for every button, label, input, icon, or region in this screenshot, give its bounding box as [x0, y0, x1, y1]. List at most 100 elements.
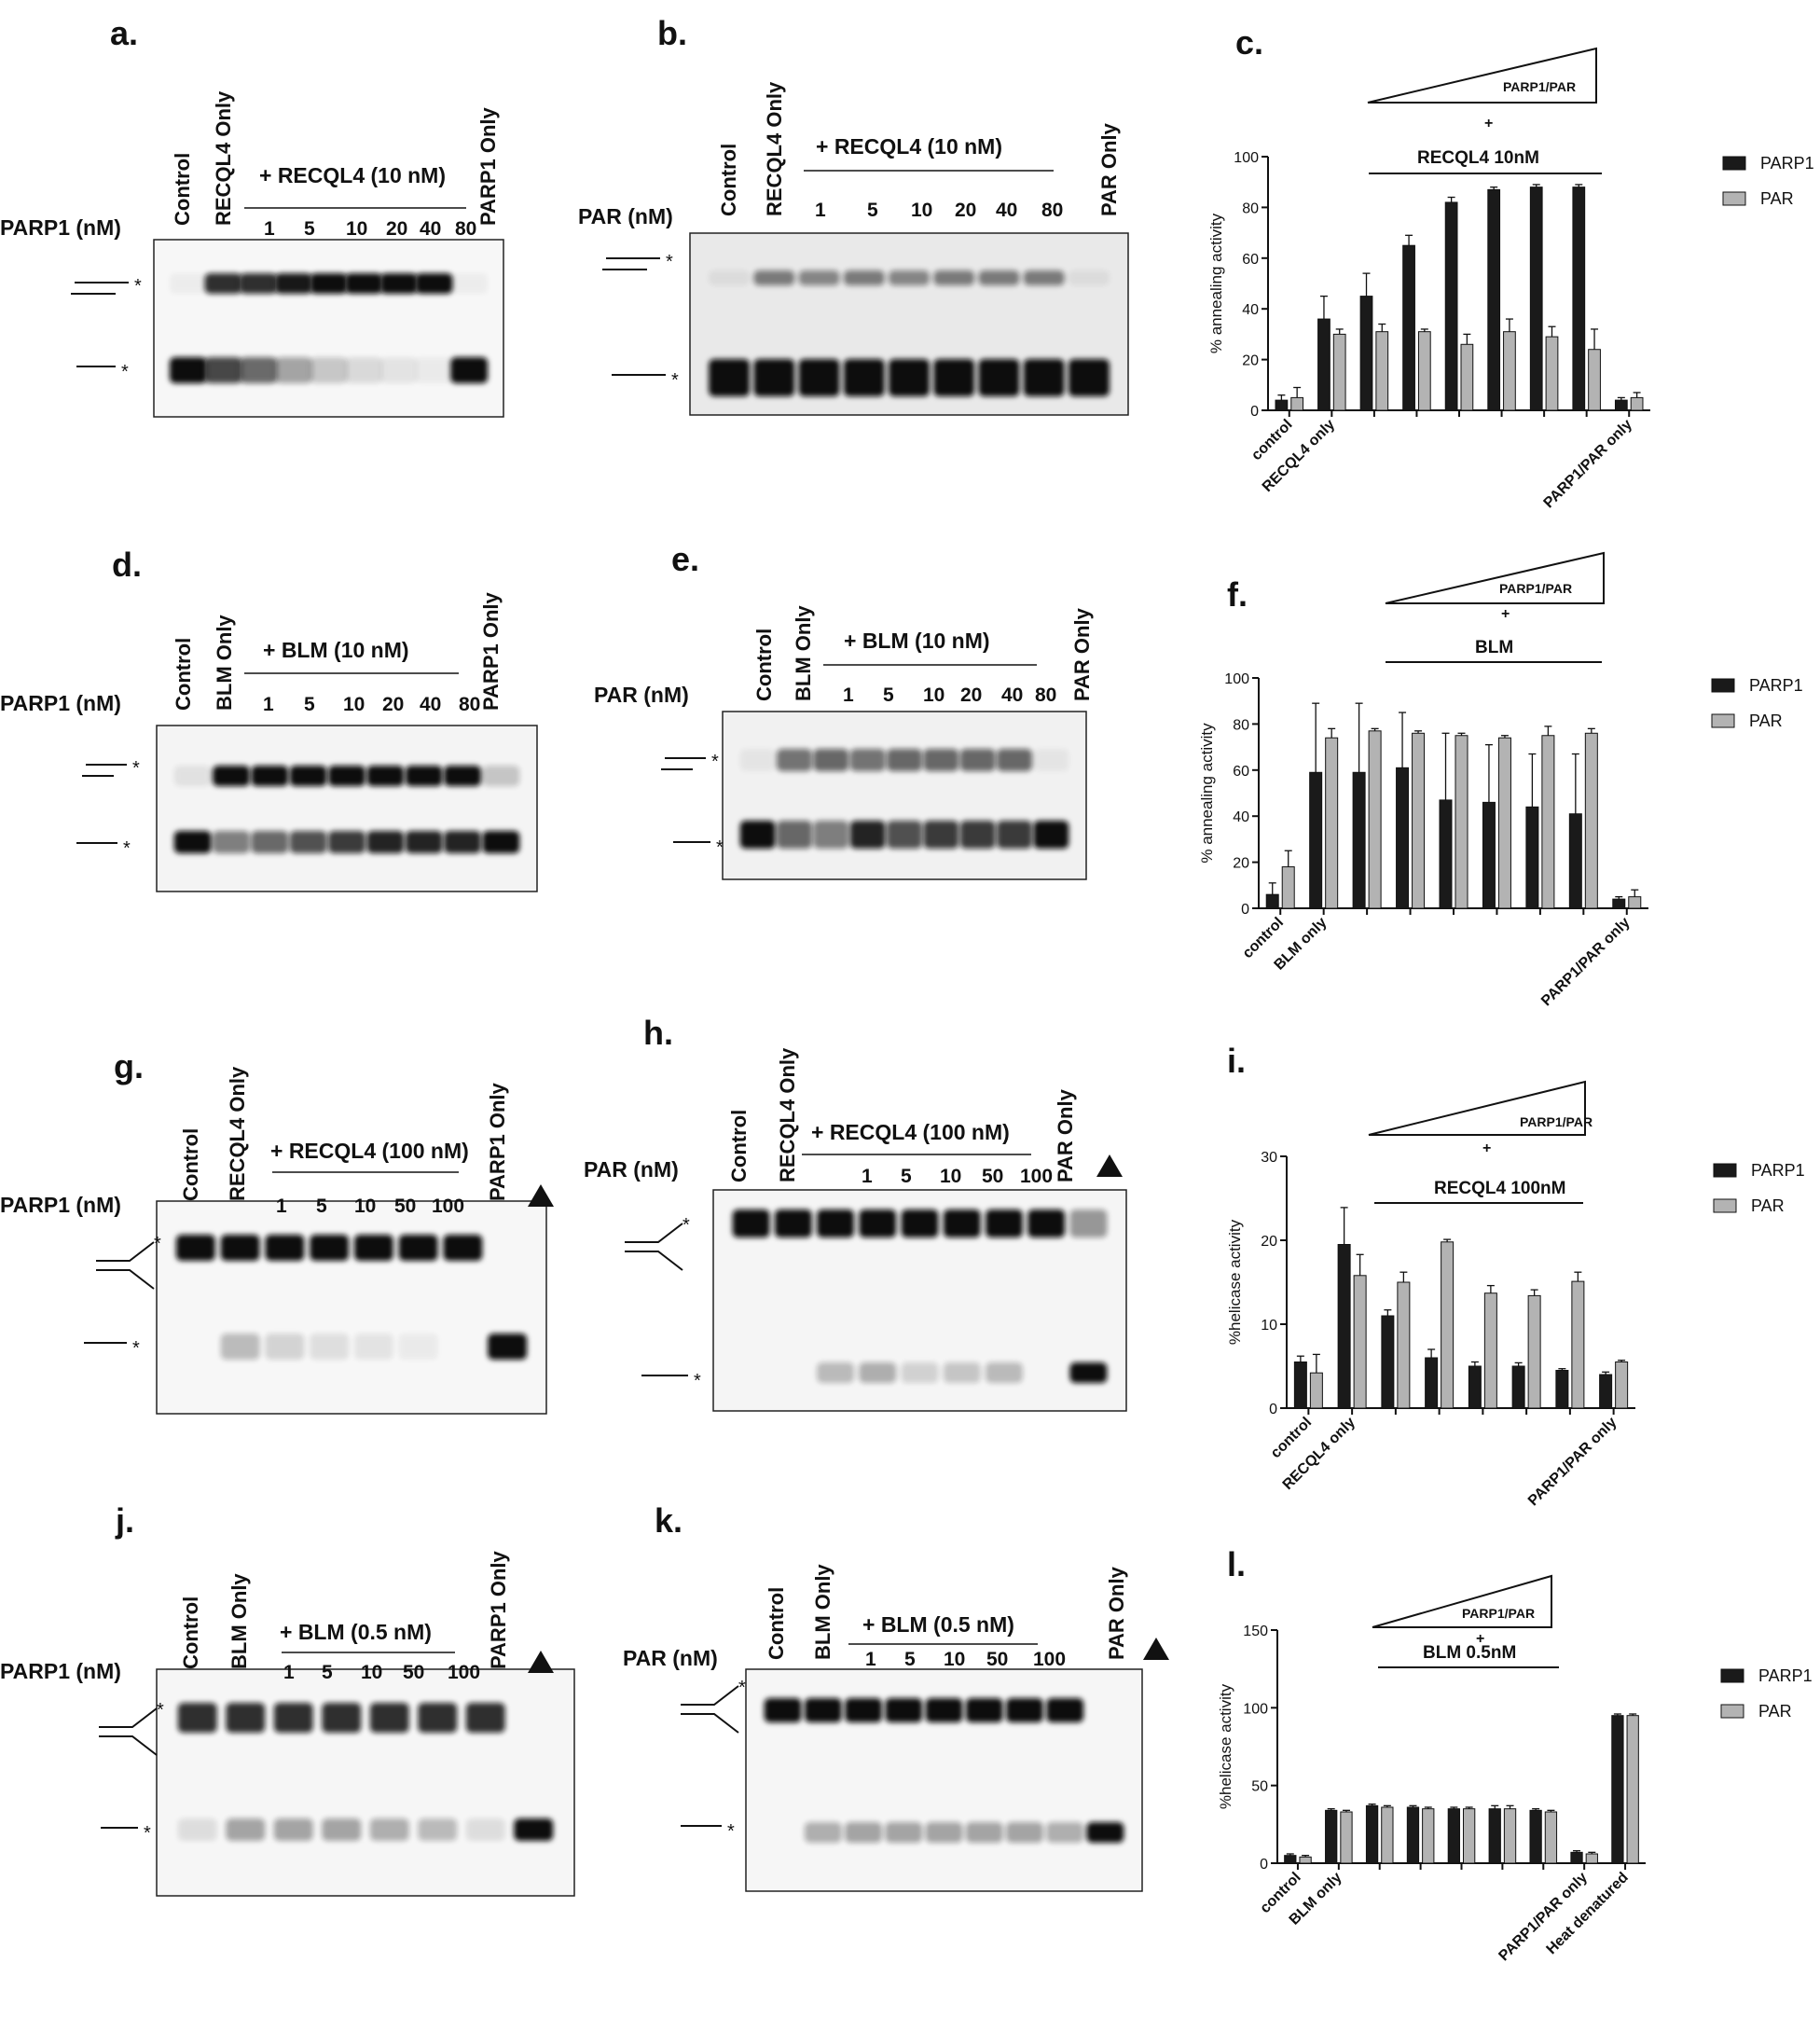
y-tick-label: 30: [1261, 1150, 1277, 1166]
bar-parp1: [1611, 1715, 1624, 1864]
bar-par: [1441, 1241, 1455, 1409]
bar-parp1: [1614, 399, 1628, 411]
concentration-row-label: PAR (nM): [594, 683, 689, 707]
lane-label-partner-only: PAR Only: [1097, 122, 1121, 216]
bar-parp1: [1599, 1374, 1613, 1409]
gel-band-bottom: [289, 831, 327, 853]
concentration-label: 5: [316, 1196, 327, 1217]
bar-parp1: [1482, 801, 1496, 909]
gel-band-top: [173, 766, 212, 786]
concentration-label: 1: [276, 1196, 287, 1217]
group-header: + RECQL4 (100 nM): [270, 1139, 469, 1163]
bracket-label: RECQL4 10nM: [1417, 148, 1539, 168]
gel-band-bottom: [273, 1818, 313, 1841]
panel-label-h: h.: [643, 1014, 673, 1052]
wedge-label: PARP1/PAR: [1462, 1606, 1535, 1621]
bar-parp1: [1317, 318, 1331, 411]
group-header: + BLM (0.5 nM): [280, 1620, 432, 1644]
concentration-label: 5: [883, 684, 894, 706]
concentration-label: 50: [394, 1196, 416, 1217]
legend-swatch: [1722, 191, 1746, 206]
gel-band-top: [450, 273, 489, 294]
gel-panel-d: d. Control BLM Only PARP1 Only + BLM (10 nM)…: [0, 546, 538, 892]
gel-band-top: [849, 749, 886, 771]
concentration-label: 100: [1033, 1649, 1066, 1670]
y-axis-label: % annealing activity: [1207, 213, 1225, 353]
bar-par: [1483, 1292, 1497, 1409]
x-tick-label: PARP1/PAR only: [1541, 417, 1636, 512]
gel-band-bottom: [923, 821, 959, 849]
concentration-label: 1: [263, 694, 274, 715]
lane-label-partner-only: PARP1 Only: [487, 1550, 510, 1669]
legend-label: PARP1: [1751, 1161, 1805, 1180]
fork-substrate-mark: [681, 1685, 739, 1734]
gel-band-bottom: [843, 359, 885, 396]
y-tick-label: 80: [1233, 717, 1249, 733]
gel-band-bottom: [901, 1362, 939, 1383]
bar-parp1: [1265, 893, 1279, 909]
concentration-label: 40: [420, 694, 441, 715]
gel-band-bottom: [709, 359, 751, 396]
bar-par: [1460, 343, 1474, 411]
gel-band-bottom: [322, 1818, 362, 1841]
bar-par: [1527, 1294, 1541, 1409]
concentration-label: 20: [382, 694, 404, 715]
bar-parp1: [1284, 1855, 1297, 1864]
wedge-label: PARP1/PAR: [1503, 79, 1576, 94]
chart-panel-c: c. PARP1/PAR + RECQL4 10nM % annealing activ…: [1207, 23, 1814, 511]
gel-band-top: [310, 1235, 350, 1261]
concentration-label: 100: [432, 1196, 464, 1217]
gel-band-bottom: [173, 831, 212, 853]
lane-label-enzyme-only: RECQL4 Only: [776, 1047, 799, 1182]
bar-parp1: [1488, 1808, 1501, 1864]
gel-band-top: [887, 749, 922, 771]
gel-band-bottom: [798, 359, 840, 396]
gel-band-top: [997, 749, 1032, 771]
gel-band-bottom: [514, 1818, 554, 1841]
gradient-wedge: [1372, 1574, 1552, 1628]
concentration-label: 5: [901, 1166, 912, 1187]
lane-label-control: Control: [179, 1128, 202, 1201]
gel-band-bottom: [943, 1362, 981, 1383]
gel-band-top: [901, 1209, 939, 1237]
y-tick-label: 20: [1233, 856, 1249, 872]
concentration-label: 40: [996, 200, 1017, 221]
gel-band-top: [405, 766, 443, 786]
x-tick-label: RECQL4 only: [1260, 417, 1338, 495]
gel-band-bottom: [226, 1818, 266, 1841]
gel-band-top: [226, 1703, 266, 1733]
gel-band-bottom: [804, 1822, 842, 1843]
bracket-label: RECQL4 100nM: [1434, 1179, 1565, 1198]
bar-parp1: [1444, 201, 1458, 411]
chart-panel-i: i. PARP1/PAR + RECQL4 100nM %helicase activi…: [1226, 1042, 1805, 1509]
gel-band-top: [1023, 270, 1065, 285]
legend-label: PAR: [1749, 712, 1783, 730]
gel-band-top: [265, 1235, 305, 1261]
y-tick-label: 150: [1243, 1624, 1268, 1639]
gel-band-top: [366, 766, 405, 786]
gel-band-bottom: [444, 831, 481, 853]
gel-band-top: [177, 1703, 217, 1733]
lane-label-partner-only: PARP1 Only: [476, 106, 500, 226]
gel-band-top: [273, 1703, 313, 1733]
bar-par: [1325, 737, 1339, 909]
chart-panel-l: l. PARP1/PAR +BLM 0.5nM %helicase activity 0…: [1217, 1545, 1813, 1964]
concentration-label: 1: [843, 684, 854, 706]
gel-band-bottom: [204, 357, 242, 383]
y-tick-label: 80: [1242, 200, 1259, 216]
legend-swatch: [1722, 156, 1746, 171]
bar-parp1: [1612, 898, 1626, 909]
gel-band-bottom: [985, 1362, 1023, 1383]
bracket-label: BLM: [1475, 638, 1513, 657]
gel-band-top: [923, 749, 959, 771]
concentration-label: 10: [354, 1196, 376, 1217]
concentration-label: 10: [911, 200, 932, 221]
concentration-label: 5: [304, 694, 315, 715]
bar-par: [1541, 735, 1555, 909]
bar-parp1: [1487, 188, 1501, 411]
concentration-label: 10: [346, 218, 367, 240]
bar-parp1: [1325, 1809, 1338, 1864]
label-star: *: [727, 1821, 735, 1842]
gel-band-top: [1069, 1209, 1108, 1237]
